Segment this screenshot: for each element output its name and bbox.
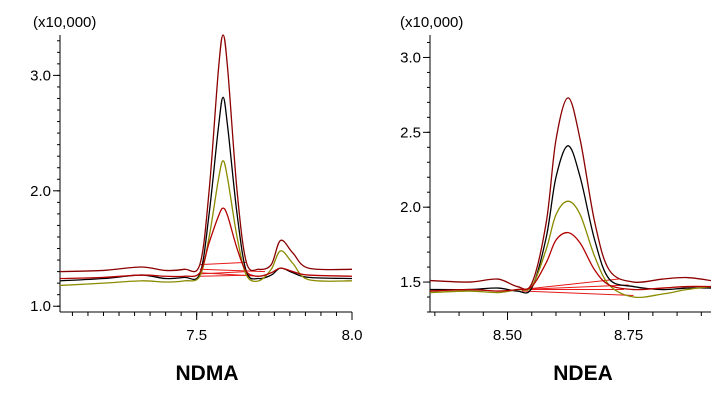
ndea-y-tick-label: 2.5: [400, 124, 421, 141]
ndea-baseline: [522, 290, 634, 297]
ndma-baseline: [199, 261, 247, 266]
ndma-y-tick-label: 3.0: [30, 67, 51, 84]
ndma-series-line-1: [60, 34, 352, 273]
ndma-y-multiplier: (x10,000): [33, 14, 96, 31]
ndma-x-tick-label: 8.0: [342, 327, 363, 344]
ndea-series-line-3: [430, 200, 711, 299]
ndma-x-tick-label: 7.5: [186, 327, 207, 344]
ndma-panel-title: NDMA: [176, 362, 239, 385]
ndma-y-tick-label: 1.0: [30, 298, 51, 315]
ndea-x-tick-label: 8.75: [614, 327, 643, 344]
ndea-panel: 1.5 2.0 2.5 3.0 8.50 8.75 (x10,000) NDEA: [400, 14, 711, 385]
ndma-series-line-4: [60, 207, 352, 280]
ndea-x-tick-label: 8.50: [493, 327, 522, 344]
ndea-plot-area: [430, 97, 711, 299]
ndea-series-line-4: [430, 231, 711, 292]
ndma-series-line-3: [60, 160, 352, 287]
ndea-y-tick-label: 3.0: [400, 49, 421, 66]
ndea-y-tick-label: 2.0: [400, 199, 421, 216]
ndea-series-line-1: [430, 97, 711, 291]
ndea-y-multiplier: (x10,000): [400, 14, 463, 31]
ndea-y-tick-label: 1.5: [400, 274, 421, 291]
ndma-baseline: [199, 268, 266, 273]
ndma-y-tick-label: 2.0: [30, 183, 51, 200]
ndea-series-line-2: [430, 145, 711, 294]
ndma-panel: 1.0 2.0 3.0 7.5 8.0 (x10,000) NDMA: [30, 14, 362, 385]
ndea-panel-title: NDEA: [553, 362, 613, 385]
ndma-plot-area: [60, 34, 352, 287]
ndma-baseline: [199, 272, 259, 277]
